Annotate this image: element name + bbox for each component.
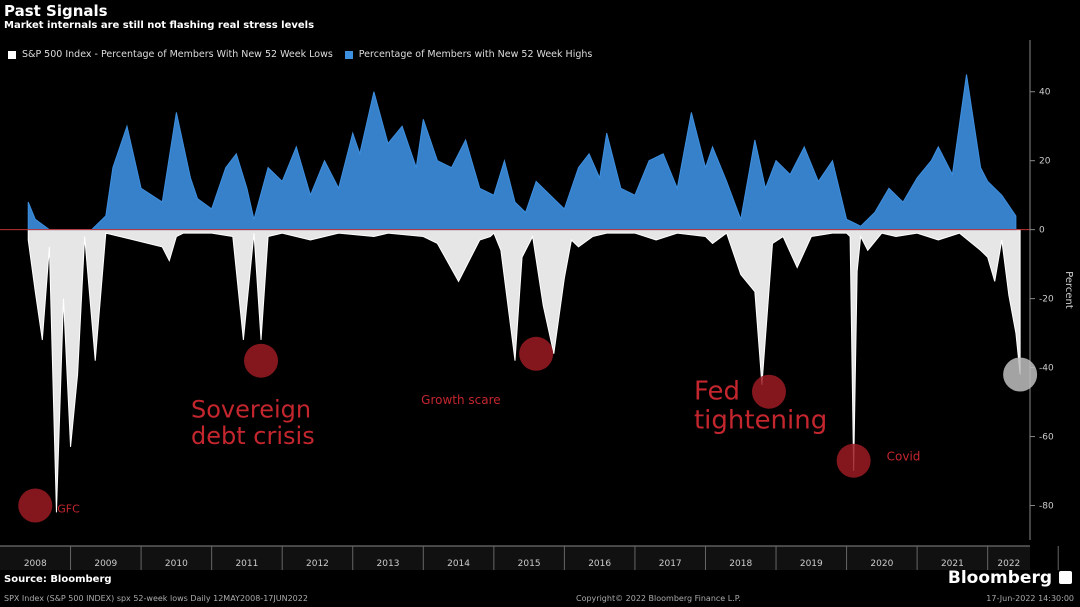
x-tick-label: 2009	[94, 559, 117, 569]
x-tick-label: 2008	[24, 559, 47, 569]
event-label: tightening	[694, 405, 827, 435]
x-tick-label: 2012	[306, 559, 329, 569]
x-tick-label: 2019	[800, 559, 823, 569]
footer-meta: SPX Index (S&P 500 INDEX) spx 52-week lo…	[4, 594, 308, 603]
copyright: Copyright© 2022 Bloomberg Finance L.P.	[576, 594, 741, 603]
y-tick-label: -60	[1039, 433, 1054, 443]
x-tick-label: 2014	[447, 559, 470, 569]
x-axis-band	[0, 546, 1030, 570]
source-label: Source: Bloomberg	[4, 574, 112, 585]
y-tick-label: -40	[1039, 364, 1054, 374]
y-tick-label: -20	[1039, 295, 1054, 305]
y-axis-label: Percent	[1063, 271, 1074, 309]
legend-swatch-lows	[8, 50, 16, 59]
x-tick-label: 2011	[235, 559, 258, 569]
y-tick-label: 0	[1039, 226, 1045, 236]
event-label: GFC	[57, 503, 80, 516]
series-lows-area	[27, 229, 1021, 513]
x-tick-label: 2016	[588, 559, 611, 569]
chart-title: Past Signals	[4, 2, 108, 20]
event-label: Covid	[887, 450, 921, 464]
event-label: debt crisis	[191, 422, 315, 450]
event-marker	[751, 374, 786, 409]
chart-legend: S&P 500 Index - Percentage of Members Wi…	[8, 49, 592, 60]
series-highs-area	[27, 74, 1017, 231]
event-label: Sovereign	[191, 396, 311, 424]
event-marker	[1003, 357, 1038, 392]
event-label: Fed	[694, 377, 740, 407]
event-label: Growth scare	[421, 393, 501, 407]
event-marker	[18, 488, 53, 523]
x-tick-label: 2018	[729, 559, 752, 569]
x-tick-label: 2013	[377, 559, 400, 569]
x-tick-label: 2015	[518, 559, 541, 569]
y-tick-label: -80	[1039, 502, 1054, 512]
legend-label-highs: Percentage of Members with New 52 Week H…	[358, 49, 593, 60]
chart-subtitle: Market internals are still not flashing …	[4, 20, 315, 31]
y-tick-label: 20	[1039, 157, 1051, 167]
x-tick-label: 2010	[165, 559, 188, 569]
x-tick-label: 2017	[659, 559, 682, 569]
x-tick-label: 2022	[997, 559, 1020, 569]
brand-logo: Bloomberg	[947, 568, 1052, 588]
legend-label-lows: S&P 500 Index - Percentage of Members Wi…	[22, 49, 333, 60]
event-marker	[244, 343, 279, 378]
y-tick-label: 40	[1039, 88, 1051, 98]
event-marker	[519, 336, 554, 371]
x-tick-label: 2020	[870, 559, 893, 569]
brand-icon	[1059, 571, 1072, 584]
event-marker	[836, 443, 871, 478]
date-stamp: 17-Jun-2022 14:30:00	[986, 594, 1074, 603]
x-tick-label: 2021	[941, 559, 964, 569]
legend-swatch-highs	[344, 50, 353, 59]
